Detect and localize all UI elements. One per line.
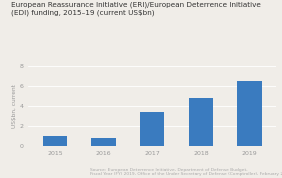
- Bar: [43, 136, 67, 146]
- Bar: [189, 98, 213, 146]
- Bar: [140, 112, 164, 146]
- Text: Source: European Deterrence Initiative, Department of Defense Budget,
Fiscal Yea: Source: European Deterrence Initiative, …: [90, 168, 282, 176]
- Bar: [91, 138, 116, 146]
- Text: European Reassurance Initiative (ERI)/European Deterrence Initiative
(EDI) fundi: European Reassurance Initiative (ERI)/Eu…: [11, 2, 261, 16]
- Y-axis label: US$bn, current: US$bn, current: [12, 84, 17, 128]
- Bar: [237, 81, 262, 146]
